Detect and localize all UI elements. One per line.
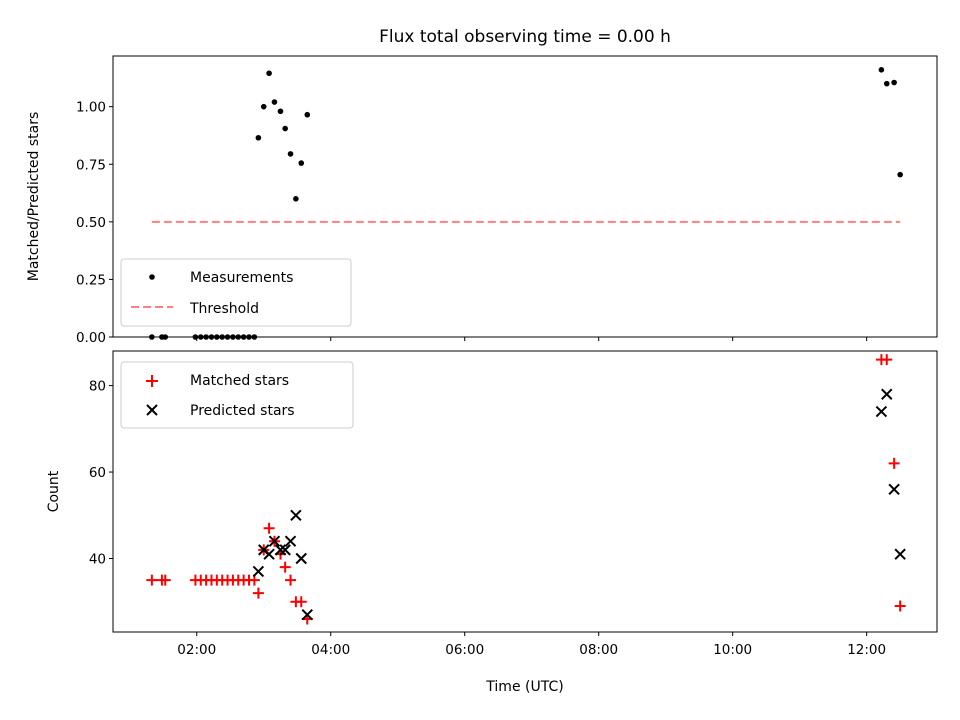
predicted-stars-point — [888, 483, 900, 496]
measurements-point — [304, 111, 311, 118]
bottom-legend: Matched stars Predicted stars — [120, 361, 354, 429]
measurements-point — [260, 103, 267, 110]
measurements-point — [266, 70, 272, 77]
x-tick-label: 06:00 — [445, 642, 484, 658]
legend-matched-stars-marker — [146, 375, 158, 387]
matched-stars-point — [881, 354, 893, 366]
bottom-plot-marks — [146, 354, 906, 625]
top-y-tick-label: 0.25 — [76, 272, 106, 288]
predicted-stars-point — [290, 509, 302, 521]
matched-stars-point — [279, 561, 291, 573]
x-tick-label: 04:00 — [311, 642, 350, 658]
bottom-y-axis-ticks: 40 60 80 — [89, 379, 113, 568]
predicted-stars-point — [274, 544, 287, 556]
matched-stars-point — [252, 587, 264, 599]
bottom-axes-frame — [112, 350, 938, 633]
measurements-point — [878, 67, 885, 73]
top-y-tick-label: 1.00 — [76, 100, 106, 116]
predicted-stars-point — [268, 535, 281, 547]
matched-stars-point — [894, 600, 906, 612]
chart-title: Flux total observing time = 0.00 h — [379, 27, 671, 47]
legend-measurements-marker — [149, 274, 155, 280]
predicted-stars-point — [301, 609, 313, 621]
predicted-stars-point — [279, 544, 291, 556]
top-legend: Measurements Threshold — [120, 258, 352, 327]
predicted-stars-point — [295, 552, 307, 565]
top-panel: Flux total observing time = 0.00 h 0.000… — [26, 27, 938, 346]
top-y-tick-label: 0.00 — [76, 330, 106, 346]
predicted-stars-point — [284, 535, 297, 547]
measurements-point — [897, 171, 903, 178]
matched-stars-point — [285, 574, 297, 586]
legend-matched-stars-label: Matched stars — [190, 373, 289, 389]
top-y-tick-label: 0.50 — [76, 215, 106, 231]
bottom-panel: 40 60 80 02:00 04:00 06:00 08:00 10:00 12:00 Co… — [46, 350, 938, 695]
matched-stars-point — [146, 574, 158, 586]
x-tick-label: 08:00 — [579, 642, 618, 658]
measurements-point — [255, 134, 262, 141]
bottom-y-tick-label: 80 — [89, 379, 106, 395]
measurements-point — [298, 160, 305, 166]
top-axes-frame — [112, 55, 938, 338]
legend-measurements-label: Measurements — [190, 270, 293, 286]
x-axis-label: Time (UTC) — [485, 679, 563, 695]
legend-predicted-stars-label: Predicted stars — [190, 403, 295, 419]
bottom-legend-frame — [120, 361, 354, 429]
predicted-stars-point — [263, 548, 275, 560]
top-y-tick-label: 0.75 — [76, 157, 106, 173]
matched-stars-point — [888, 457, 900, 469]
x-tick-label: 02:00 — [177, 642, 216, 658]
top-x-axis-ticks — [196, 337, 868, 341]
measurements-point — [891, 79, 897, 86]
bottom-y-tick-label: 40 — [89, 552, 106, 568]
top-legend-frame — [120, 258, 352, 327]
legend-predicted-stars-marker — [146, 404, 158, 416]
measurements-point — [293, 196, 299, 202]
predicted-stars-point — [881, 388, 893, 400]
predicted-stars-point — [875, 405, 888, 418]
measurements-point — [271, 99, 278, 105]
matched-stars-point — [295, 596, 307, 608]
top-y-axis-ticks: 0.00 0.25 0.50 0.75 1.00 — [76, 100, 113, 346]
measurements-point — [287, 151, 294, 157]
measurements-point — [277, 108, 284, 115]
predicted-stars-point — [894, 548, 906, 560]
top-y-axis-label: Matched/Predicted stars — [26, 112, 42, 282]
bottom-y-tick-label: 60 — [89, 465, 106, 481]
bottom-y-axis-label: Count — [46, 470, 62, 512]
bottom-x-axis-ticks: 02:00 04:00 06:00 08:00 10:00 12:00 — [177, 632, 886, 658]
x-tick-label: 12:00 — [847, 642, 886, 658]
x-tick-label: 10:00 — [713, 642, 752, 658]
matched-stars-point — [263, 522, 275, 534]
predicted-stars-point — [252, 565, 265, 578]
matched-stars-point — [159, 574, 171, 586]
legend-threshold-label: Threshold — [189, 301, 259, 317]
measurements-point — [883, 80, 890, 87]
measurements-point — [282, 125, 288, 132]
